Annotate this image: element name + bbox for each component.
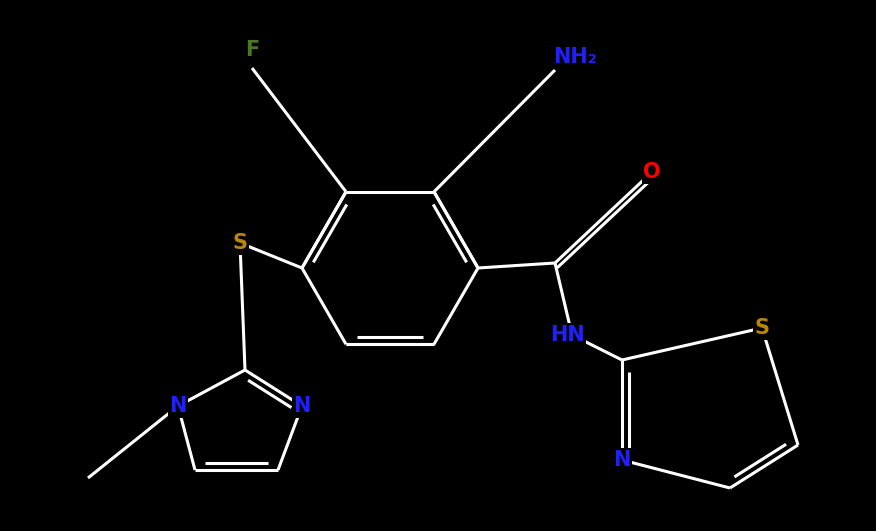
Text: NH₂: NH₂	[553, 47, 597, 67]
Text: S: S	[754, 318, 769, 338]
Text: N: N	[169, 396, 187, 416]
Text: HN: HN	[549, 325, 584, 345]
Text: N: N	[293, 396, 311, 416]
Text: S: S	[232, 233, 248, 253]
Text: F: F	[245, 40, 259, 60]
Text: O: O	[643, 162, 661, 182]
Text: N: N	[613, 450, 631, 470]
